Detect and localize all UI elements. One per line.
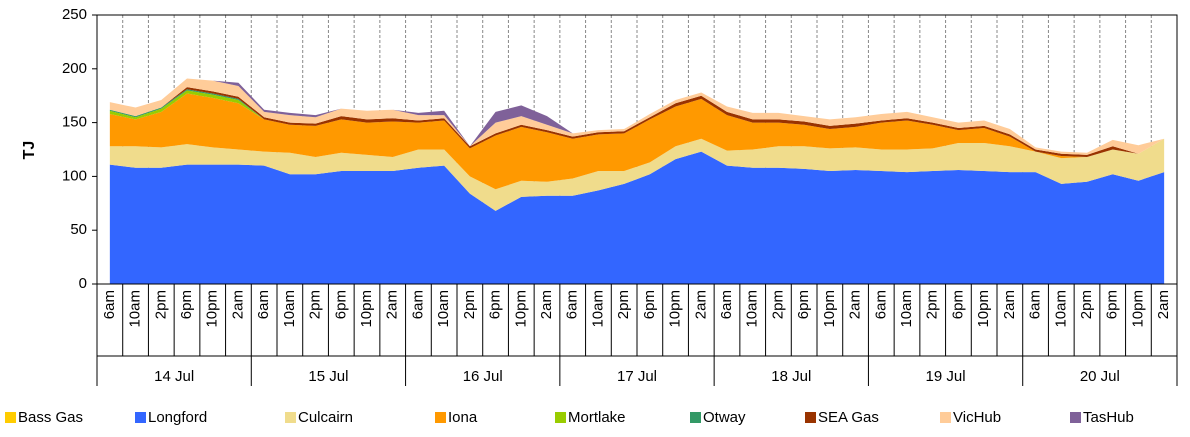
legend-label: Culcairn	[298, 409, 353, 426]
legend-swatch	[690, 412, 701, 423]
x-tick-label: 6pm	[178, 290, 195, 319]
x-tick-label: 10am	[589, 290, 606, 328]
legend-label: TasHub	[1083, 409, 1134, 426]
x-tick-label: 10am	[281, 290, 298, 328]
x-tick-label: 6pm	[795, 290, 812, 319]
x-tick-label: 10am	[435, 290, 452, 328]
x-tick-label: 6pm	[949, 290, 966, 319]
group-label: 15 Jul	[308, 368, 348, 385]
x-tick-label: 2pm	[461, 290, 478, 319]
legend-swatch	[135, 412, 146, 423]
x-tick-label: 6am	[1027, 290, 1044, 319]
y-tick-label: 250	[62, 6, 87, 23]
x-tick-label: 2am	[1001, 290, 1018, 319]
x-tick-label: 2am	[1155, 290, 1172, 319]
x-tick-label: 10pm	[975, 290, 992, 328]
area	[109, 90, 1165, 158]
x-tick-label: 6am	[564, 290, 581, 319]
legend-label: SEA Gas	[818, 409, 879, 426]
legend-swatch	[435, 412, 446, 423]
x-tick-label: 10pm	[1129, 290, 1146, 328]
x-tick-label: 6am	[718, 290, 735, 319]
group-label: 19 Jul	[926, 368, 966, 385]
y-tick-label: 150	[62, 114, 87, 131]
group-label: 14 Jul	[154, 368, 194, 385]
y-tick-label: 50	[70, 221, 87, 238]
legend-swatch	[285, 412, 296, 423]
x-tick-label: 10am	[127, 290, 144, 328]
x-tick-label: 10am	[744, 290, 761, 328]
legend-swatch	[5, 412, 16, 423]
x-tick-label: 2pm	[924, 290, 941, 319]
legend-label: Bass Gas	[18, 409, 83, 426]
area	[109, 138, 1165, 211]
x-tick-label: 2pm	[615, 290, 632, 319]
group-label: 17 Jul	[617, 368, 657, 385]
x-tick-label: 6am	[872, 290, 889, 319]
x-tick-label: 6pm	[1104, 290, 1121, 319]
area	[109, 93, 1165, 190]
legend-swatch	[940, 412, 951, 423]
x-tick-label: 6pm	[641, 290, 658, 319]
x-tick-label: 6pm	[487, 290, 504, 319]
legend-label: Otway	[703, 409, 746, 426]
x-tick-label: 2am	[692, 290, 709, 319]
legend-label: VicHub	[953, 409, 1001, 426]
area	[109, 151, 1165, 284]
x-tick-label: 6pm	[332, 290, 349, 319]
y-tick-label: 100	[62, 167, 87, 184]
x-tick-label: 10am	[898, 290, 915, 328]
x-tick-label: 6am	[409, 290, 426, 319]
x-tick-label: 2pm	[769, 290, 786, 319]
x-tick-label: 2am	[384, 290, 401, 319]
y-axis-label: TJ	[21, 141, 38, 160]
area	[109, 78, 1165, 155]
y-tick-label: 200	[62, 60, 87, 77]
x-tick-label: 2am	[229, 290, 246, 319]
legend-swatch	[1070, 412, 1081, 423]
x-tick-label: 6am	[255, 290, 272, 319]
y-tick-label: 0	[79, 275, 87, 292]
x-tick-label: 10pm	[821, 290, 838, 328]
x-tick-label: 2am	[538, 290, 555, 319]
x-tick-label: 10pm	[204, 290, 221, 328]
group-label: 18 Jul	[771, 368, 811, 385]
x-tick-label: 6am	[101, 290, 118, 319]
group-label: 20 Jul	[1080, 368, 1120, 385]
group-label: 16 Jul	[463, 368, 503, 385]
x-tick-label: 10am	[1052, 290, 1069, 328]
x-tick-label: 10pm	[667, 290, 684, 328]
legend-label: Mortlake	[568, 409, 626, 426]
x-tick-label: 10pm	[358, 290, 375, 328]
legend-swatch	[555, 412, 566, 423]
x-tick-label: 2am	[847, 290, 864, 319]
legend-label: Iona	[448, 409, 478, 426]
x-tick-label: 2pm	[152, 290, 169, 319]
x-tick-label: 10pm	[512, 290, 529, 328]
x-tick-label: 2pm	[1078, 290, 1095, 319]
x-tick-label: 2pm	[307, 290, 324, 319]
legend-swatch	[805, 412, 816, 423]
legend-label: Longford	[148, 409, 207, 426]
